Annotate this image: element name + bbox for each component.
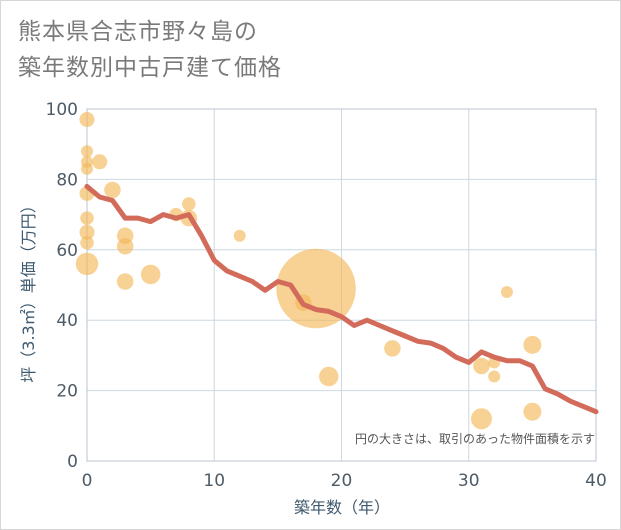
x-tick-label: 40 [585, 471, 607, 491]
x-axis-title: 築年数（年） [294, 498, 390, 517]
scatter-point-23 [473, 357, 490, 375]
scatter-point-14 [140, 264, 161, 285]
scatter-point-22 [384, 340, 401, 357]
y-tick-label: 80 [56, 170, 78, 190]
scatter-point-6 [79, 224, 95, 240]
scatter-point-8 [75, 252, 99, 276]
y-tick-label: 0 [67, 452, 78, 472]
scatter-point-12 [116, 238, 134, 255]
chart-title-line-2: 築年数別中古戸建て価格 [18, 55, 282, 81]
scatter-point-26 [488, 370, 501, 383]
chart-title: 熊本県合志市野々島の 築年数別中古戸建て価格 [18, 14, 282, 86]
scatter-point-0 [79, 112, 95, 128]
x-tick-label: 10 [203, 471, 225, 491]
trend-line [84, 183, 599, 415]
scatter-point-21 [319, 366, 339, 387]
scatter-point-10 [104, 181, 121, 199]
scatter-point-27 [500, 286, 513, 299]
x-tick-label: 20 [331, 471, 353, 491]
y-tick-label: 60 [56, 241, 78, 261]
x-tick-label: 30 [458, 471, 480, 491]
scatter-point-1 [81, 145, 93, 158]
y-tick-label: 20 [56, 382, 78, 402]
scatter-point-3 [81, 162, 93, 175]
scatter-point-5 [80, 211, 94, 225]
x-tick-labels: 0 10 20 30 40 [82, 471, 607, 491]
y-axis-title: 坪（3.3㎡）単価（万円） [19, 197, 38, 382]
y-tick-label: 100 [46, 100, 78, 120]
plot-area-border [86, 108, 597, 462]
scatter-point-28 [523, 335, 542, 354]
scatter-point-20 [276, 248, 356, 329]
scatter-series [75, 112, 542, 430]
scatter-point-9 [92, 154, 108, 170]
y-tick-label: 40 [56, 311, 78, 331]
scatter-point-18 [233, 229, 246, 242]
chart-title-line-1: 熊本県合志市野々島の [18, 19, 258, 45]
scatter-point-24 [470, 408, 492, 430]
scatter-point-7 [80, 236, 94, 250]
grid-lines [87, 109, 596, 461]
y-tick-labels: 0 20 40 60 80 100 [46, 100, 78, 472]
bubble-size-note: 円の大きさは、取引のあった物件面積を示す [355, 431, 595, 446]
scatter-point-13 [116, 273, 134, 290]
scatter-point-29 [523, 402, 542, 421]
scatter-point-16 [182, 197, 196, 211]
x-tick-label: 0 [82, 471, 93, 491]
